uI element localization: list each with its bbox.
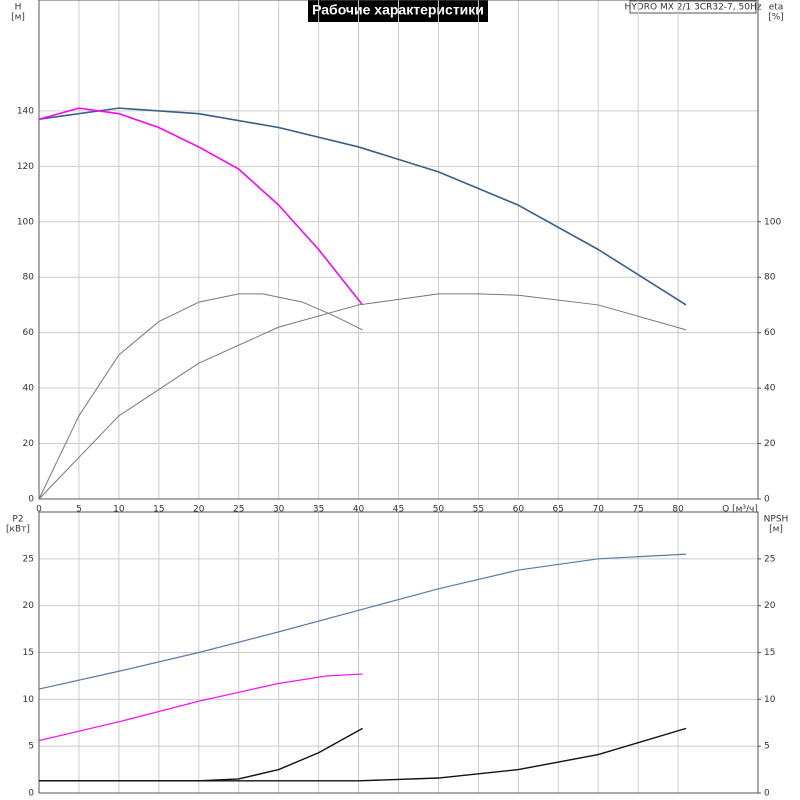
x-tick-label: 10 bbox=[113, 505, 125, 515]
y-tick-label: 15 bbox=[23, 648, 34, 658]
y-axis-unit: [м] bbox=[11, 13, 25, 23]
x-tick-label: 30 bbox=[273, 505, 285, 515]
y-tick-label: 5 bbox=[28, 742, 34, 752]
plot-frame bbox=[38, 0, 759, 500]
x-tick-label: 0 bbox=[36, 505, 42, 515]
x-tick-label: 5 bbox=[76, 505, 82, 515]
x-tick-label: 15 bbox=[153, 505, 164, 515]
plot-frame bbox=[38, 511, 759, 794]
x-tick-label: 45 bbox=[393, 505, 404, 515]
y2-tick-label: 25 bbox=[764, 554, 775, 564]
y-axis-label: H bbox=[15, 3, 22, 13]
y2-tick-label: 0 bbox=[764, 495, 770, 505]
y-tick-label: 0 bbox=[28, 495, 34, 505]
x-axis-label: Q [м³/ч] bbox=[722, 505, 758, 515]
y-axis-label: P2 bbox=[12, 515, 23, 525]
y2-tick-label: 40 bbox=[764, 384, 776, 394]
y-tick-label: 80 bbox=[23, 273, 35, 283]
x-tick-label: 20 bbox=[193, 505, 205, 515]
y-tick-label: 60 bbox=[23, 328, 35, 338]
curve bbox=[38, 293, 363, 500]
y-tick-label: 40 bbox=[23, 384, 35, 394]
y2-axis-unit: [м] bbox=[769, 525, 783, 535]
y2-tick-label: 0 bbox=[764, 789, 770, 799]
y-tick-label: 100 bbox=[17, 217, 34, 227]
x-tick-label: 55 bbox=[473, 505, 484, 515]
curve bbox=[38, 107, 364, 306]
x-tick-label: 70 bbox=[592, 505, 604, 515]
x-tick-label: 65 bbox=[553, 505, 564, 515]
curve bbox=[38, 107, 687, 306]
x-tick-label: 80 bbox=[672, 505, 684, 515]
y2-tick-label: 100 bbox=[764, 217, 781, 227]
y-tick-label: 25 bbox=[23, 554, 34, 564]
y2-tick-label: 60 bbox=[764, 328, 776, 338]
x-tick-label: 35 bbox=[313, 505, 324, 515]
y-tick-label: 20 bbox=[23, 439, 35, 449]
y-tick-label: 10 bbox=[23, 695, 35, 705]
x-tick-label: 50 bbox=[433, 505, 445, 515]
curve bbox=[38, 673, 363, 742]
y2-tick-label: 20 bbox=[764, 601, 776, 611]
y2-axis-label: eta bbox=[769, 3, 784, 13]
curve bbox=[38, 553, 687, 690]
x-tick-label: 60 bbox=[513, 505, 525, 515]
y-tick-label: 0 bbox=[28, 789, 34, 799]
y-tick-label: 120 bbox=[17, 162, 34, 172]
x-tick-label: 40 bbox=[353, 505, 365, 515]
y2-tick-label: 15 bbox=[764, 648, 775, 658]
y2-tick-label: 5 bbox=[764, 742, 770, 752]
y-tick-label: 140 bbox=[17, 106, 34, 116]
y2-axis-label: NPSH bbox=[764, 515, 789, 525]
y-tick-label: 20 bbox=[23, 601, 35, 611]
curve bbox=[38, 293, 687, 500]
y2-axis-unit: [%] bbox=[768, 13, 784, 23]
x-tick-label: 25 bbox=[233, 505, 244, 515]
curve bbox=[39, 727, 687, 782]
model-box bbox=[629, 0, 757, 14]
model-label: HYDRO MX 2/1 3CR32-7, 50Hz bbox=[625, 3, 762, 13]
y2-tick-label: 80 bbox=[764, 273, 776, 283]
y-axis-unit: [кВт] bbox=[6, 525, 30, 535]
x-tick-label: 75 bbox=[632, 505, 643, 515]
y2-tick-label: 10 bbox=[764, 695, 776, 705]
y2-tick-label: 20 bbox=[764, 439, 776, 449]
